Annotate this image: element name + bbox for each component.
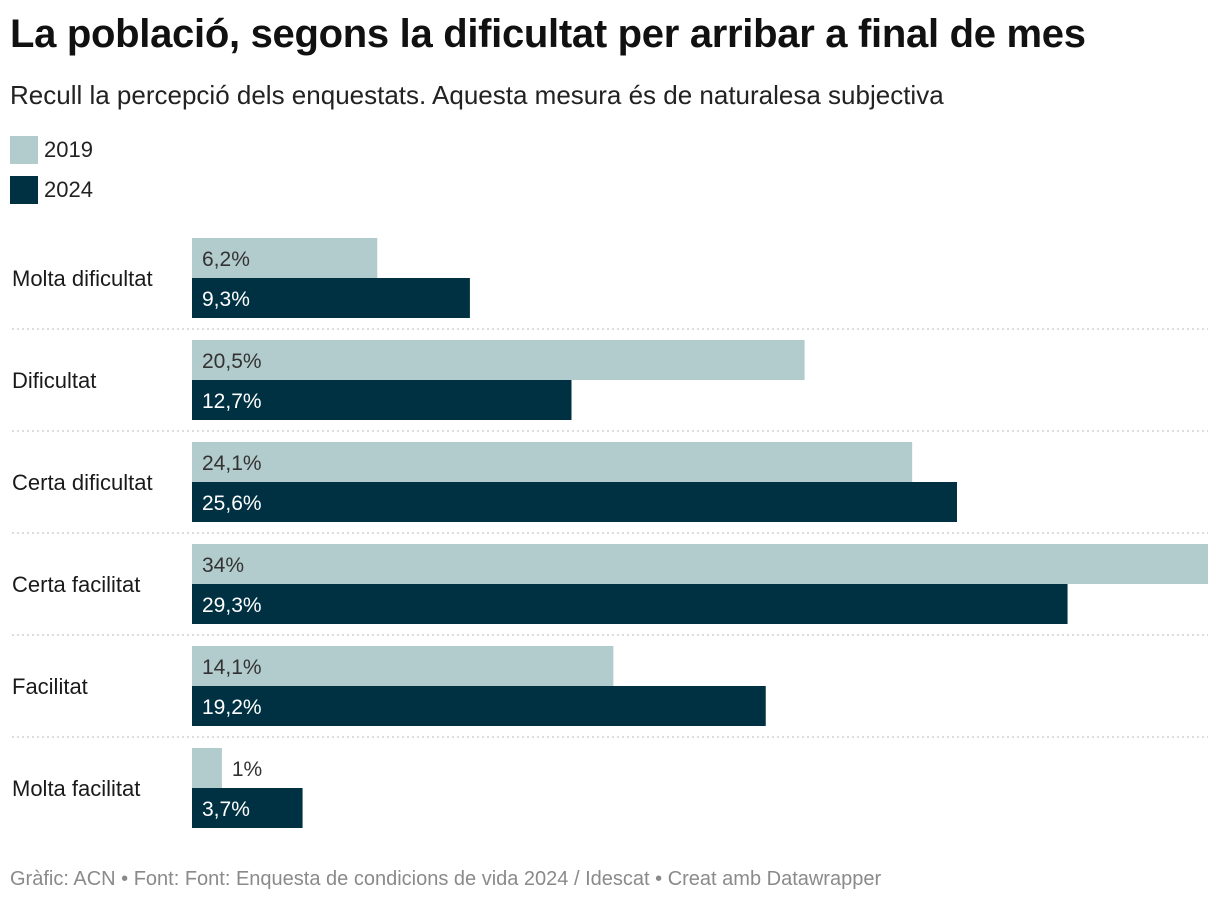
legend-swatch-2024: [10, 176, 38, 204]
data-label-2019: 20,5%: [202, 350, 262, 373]
bar-2019: [192, 646, 614, 686]
data-label-2024: 12,7%: [202, 390, 262, 413]
category-label: Molta dificultat: [12, 266, 153, 291]
bar-2024: [192, 482, 957, 522]
category-label: Certa dificultat: [12, 470, 153, 495]
data-label-2024: 9,3%: [202, 288, 250, 311]
category-label: Molta facilitat: [12, 776, 140, 801]
legend: 2019 2024: [10, 135, 93, 215]
data-label-2024: 3,7%: [202, 798, 250, 821]
bar-2019: [192, 340, 805, 380]
legend-item-2019: 2019: [10, 135, 93, 165]
data-label-2019: 24,1%: [202, 452, 262, 475]
bar-2019: [192, 748, 222, 788]
data-label-2024: 19,2%: [202, 696, 262, 719]
legend-label-2024: 2024: [44, 177, 93, 202]
bar-2024: [192, 584, 1068, 624]
data-label-2019: 34%: [202, 554, 244, 577]
chart-footer: Gràfic: ACN • Font: Font: Enquesta de co…: [10, 868, 882, 890]
bar-2024: [192, 278, 470, 318]
chart-subtitle: Recull la percepció dels enquestats. Aqu…: [10, 80, 944, 110]
bar-2024: [192, 788, 303, 828]
category-label: Certa facilitat: [12, 572, 140, 597]
bar-2024: [192, 380, 572, 420]
category-label: Facilitat: [12, 674, 88, 699]
legend-item-2024: 2024: [10, 175, 93, 205]
bar-2019: [192, 544, 1208, 584]
data-label-2019: 1%: [232, 758, 262, 781]
data-label-2024: 25,6%: [202, 492, 262, 515]
data-label-2019: 14,1%: [202, 656, 262, 679]
legend-swatch-2019: [10, 136, 38, 164]
bar-2024: [192, 686, 766, 726]
category-label: Dificultat: [12, 368, 96, 393]
legend-label-2019: 2019: [44, 137, 93, 162]
bar-2019: [192, 238, 378, 278]
data-label-2024: 29,3%: [202, 594, 262, 617]
chart-title: La població, segons la dificultat per ar…: [10, 12, 1086, 56]
data-label-2019: 6,2%: [202, 248, 250, 271]
bar-2019: [192, 442, 913, 482]
